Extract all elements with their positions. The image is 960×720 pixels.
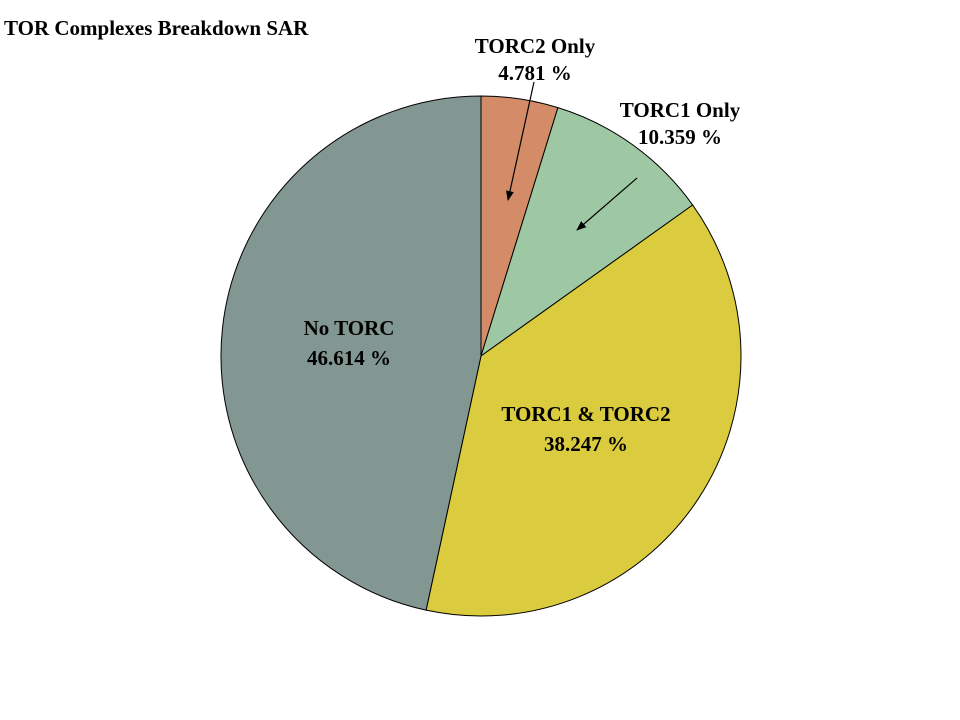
leader-lines [506,81,638,231]
leader-arrow [576,177,638,231]
slice-label-name: TORC2 Only [475,34,596,58]
slice-label-name: No TORC [304,316,395,340]
pie-slice-torc1-only [480,107,694,358]
slice-label-name: TORC1 & TORC2 [501,402,670,426]
slice-label-value: 38.247 % [544,432,628,456]
leader-arrow [506,81,535,201]
slice-label-name: TORC1 Only [620,98,741,122]
pie-slice-torc1-torc2 [425,204,742,617]
slice-label-value: 46.614 % [307,346,391,370]
pie-slices [220,95,742,617]
chart-title: TOR Complexes Breakdown SAR [4,16,309,40]
slice-label-value: 10.359 % [638,125,722,149]
slice-labels: TORC2 Only 4.781 % TORC1 Only 10.359 % TORC1… [304,34,741,456]
slice-label-value: 4.781 % [498,61,572,85]
pie-slice-no-torc [220,95,482,611]
